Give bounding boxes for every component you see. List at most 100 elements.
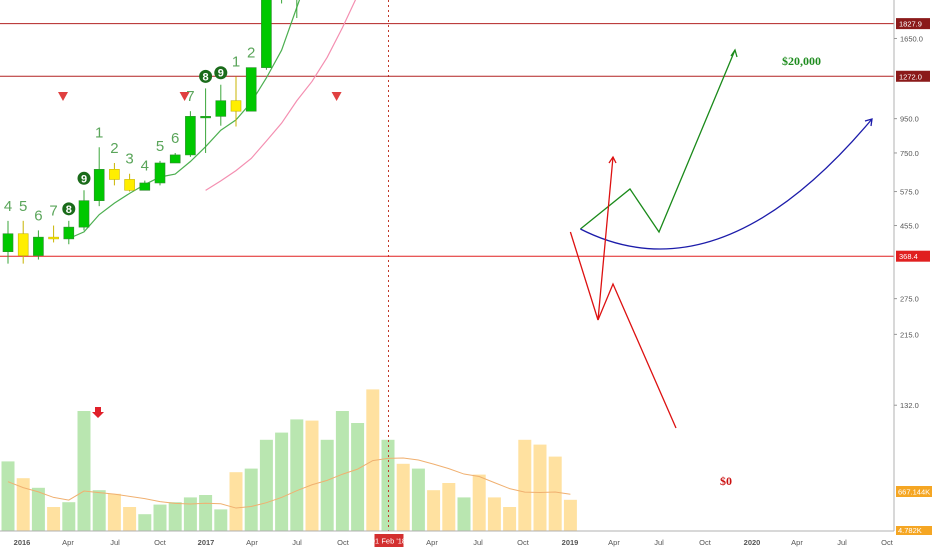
volume-bar: [548, 456, 562, 531]
volume-bar: [199, 495, 213, 531]
time-tick-label: Apr: [246, 538, 258, 547]
td-count-label: 2: [110, 140, 118, 157]
candle-body: [2, 233, 14, 252]
time-tick-label: Apr: [608, 538, 620, 547]
candle-body: [154, 162, 166, 184]
price-level-badge: [896, 70, 930, 82]
time-tick-label: Oct: [517, 538, 530, 547]
volume-bar: [503, 507, 517, 531]
sell-signal-arrow: [58, 92, 68, 101]
time-tick-label: Apr: [426, 538, 438, 547]
candle-body: [185, 116, 196, 156]
volume-bar: [563, 499, 577, 531]
time-tick-label: Jul: [654, 538, 664, 547]
sell-signal-arrow: [331, 92, 342, 101]
crosshair-date-badge: [374, 534, 404, 547]
volume-bar: [16, 478, 30, 531]
moving-average-long: [205, 0, 357, 191]
price-tick-label: 950.0: [900, 115, 919, 124]
volume-bar: [518, 439, 532, 531]
price-level-badge-label: 368.4: [899, 252, 918, 261]
candles: [2, 0, 298, 264]
volume-bar: [62, 502, 76, 531]
volume-bar: [138, 514, 152, 531]
candle-body: [124, 179, 135, 191]
volume-bar: [123, 507, 137, 531]
price-tick-label: 575.0: [900, 188, 919, 197]
volume-bar: [320, 439, 334, 531]
volume-bar: [259, 439, 273, 531]
price-level-badge-label: 1827.9: [899, 20, 922, 29]
volume-bar: [472, 474, 486, 531]
volume-bar: [533, 444, 547, 531]
price-tick-label: 1650.0: [900, 34, 923, 43]
volume-badge: [896, 486, 932, 497]
td-count-label: 6: [34, 207, 42, 224]
volume-bar: [396, 463, 410, 531]
time-tick-label: Oct: [881, 538, 894, 547]
td-count-label: 4: [4, 198, 12, 215]
time-tick-label: Jul: [292, 538, 302, 547]
price-level-badge-label: 1272.0: [899, 72, 922, 81]
td-count-label: 5: [19, 198, 27, 215]
td-count-badge: [199, 69, 213, 83]
time-tick-label: Apr: [791, 538, 803, 547]
time-tick-label: Jul: [837, 538, 847, 547]
buy-signal-arrow: [92, 407, 104, 418]
volume-bar: [411, 468, 425, 531]
td-sequential-labels: 456789123456789123456789123123411234567: [4, 45, 342, 418]
td-count-label: 9: [218, 68, 224, 80]
td-count-badge: [62, 202, 76, 216]
time-tick-label: Apr: [62, 538, 74, 547]
volume-bar: [31, 487, 45, 531]
volume-bar: [442, 483, 456, 531]
candle-body: [261, 0, 272, 68]
volume-badge-bottom: [896, 526, 932, 535]
volume-bar: [229, 472, 243, 531]
projection-bull-path: [579, 49, 736, 234]
candle-body: [48, 236, 59, 240]
price-level-badge: [896, 18, 930, 30]
sell-signal-arrow: [179, 92, 190, 101]
time-tick-label: 2020: [744, 538, 761, 547]
crosshair-date-label: 01 Feb '18: [371, 537, 406, 546]
price-tick-label: 132.0: [900, 401, 919, 410]
td-count-badge: [214, 66, 228, 80]
volume-average-line: [7, 457, 571, 509]
annotation-zero: $0: [720, 474, 732, 488]
td-count-label: 8: [203, 71, 209, 83]
volume-bar: [275, 432, 289, 531]
moving-averages: [68, 0, 357, 240]
candle-body: [169, 154, 181, 164]
price-tick-label: 275.0: [900, 295, 919, 304]
moving-average-short: [68, 0, 301, 240]
td-count-label: 1: [232, 53, 240, 70]
volume-bar: [92, 490, 106, 531]
projection-spike-path: [569, 156, 614, 321]
volume-bar: [457, 497, 471, 531]
volume-bar: [153, 504, 167, 531]
time-tick-label: 2017: [198, 538, 215, 547]
candle-body: [139, 182, 151, 191]
projection-curve-arrowhead: [864, 118, 873, 127]
time-tick-label: 2019: [562, 538, 579, 547]
td-count-label: 7: [49, 203, 57, 220]
td-count-label: 7: [186, 88, 194, 105]
candle-body: [33, 236, 44, 256]
projection-bull-arrowhead: [730, 48, 738, 58]
time-tick-label: Oct: [337, 538, 350, 547]
td-count-badge: [77, 171, 91, 185]
td-count-label: 4: [141, 158, 149, 175]
price-level-badge: [896, 250, 930, 262]
candle-body: [215, 100, 227, 117]
time-tick-label: Oct: [154, 538, 167, 547]
volume-bar: [427, 490, 441, 531]
td-count-label: 2: [247, 45, 255, 62]
candle-body: [245, 67, 257, 112]
volume-bar: [1, 461, 15, 531]
candle-body: [200, 116, 211, 119]
time-tick-label: Jul: [110, 538, 120, 547]
